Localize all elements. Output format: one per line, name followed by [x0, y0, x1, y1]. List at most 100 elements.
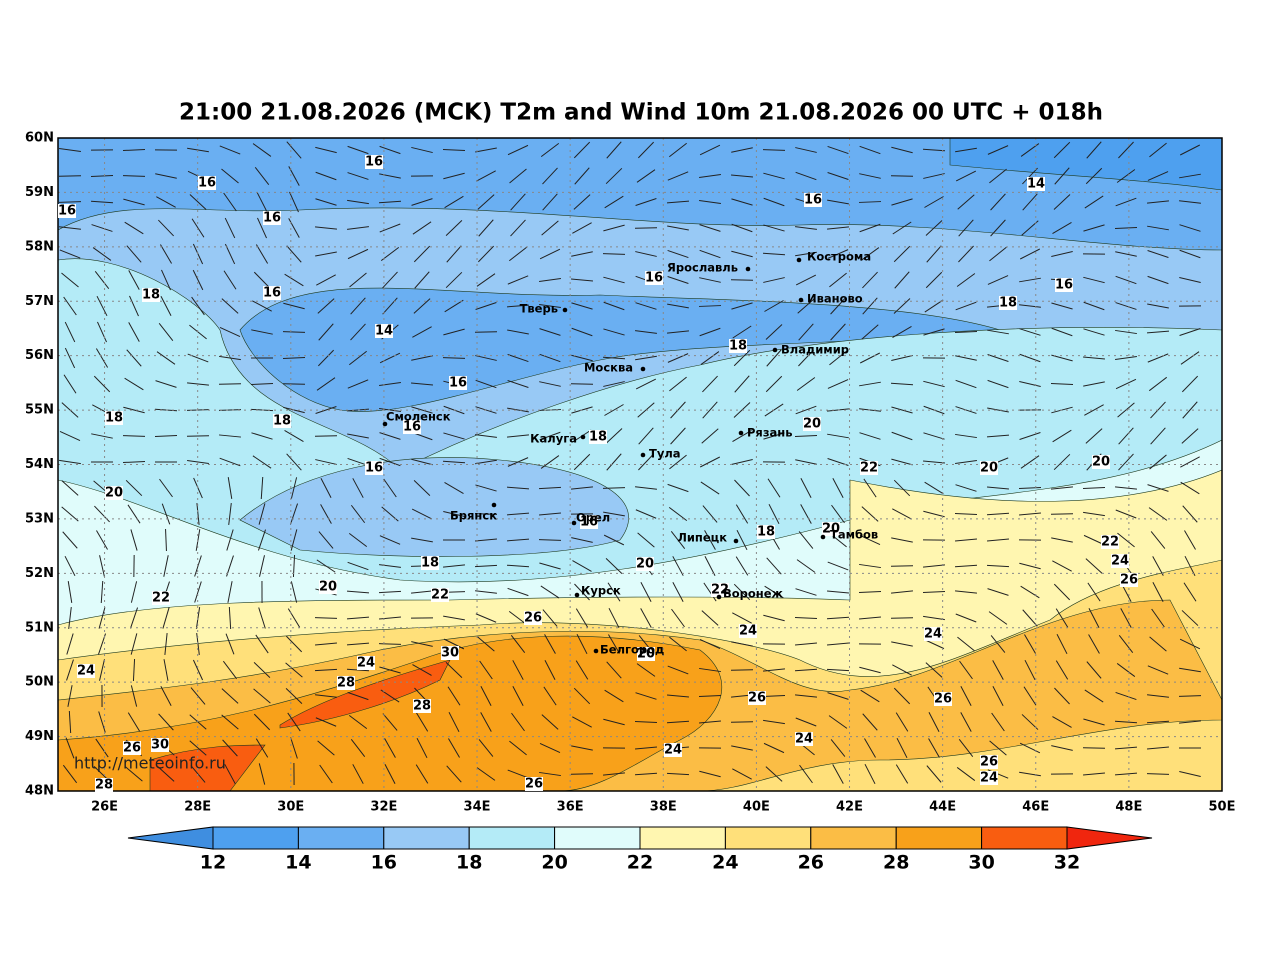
wind-barb — [1147, 484, 1169, 492]
wind-barb — [987, 379, 1009, 389]
wind-barb — [987, 145, 1009, 155]
contour-label: 22 — [1101, 535, 1119, 550]
wind-barb — [1179, 720, 1201, 724]
contour-label-bg — [273, 414, 291, 428]
wind-barb — [1088, 634, 1100, 654]
wind-barb — [1115, 251, 1137, 257]
colorbar-label: 20 — [541, 852, 567, 874]
city-label: Кострома — [807, 250, 871, 264]
wind-barb — [1149, 636, 1167, 652]
wind-barb — [414, 271, 430, 289]
wind-barb — [411, 458, 433, 466]
wind-barb — [763, 614, 785, 622]
wind-barb — [378, 200, 402, 204]
wind-barb — [795, 251, 817, 257]
wind-barb — [290, 737, 298, 759]
wind-barb — [257, 217, 267, 239]
wind-barb — [603, 772, 625, 776]
wind-barb — [731, 250, 753, 258]
wind-barb — [986, 538, 1010, 542]
wind-barb — [59, 249, 81, 259]
wind-barb — [798, 531, 814, 549]
wind-barb — [767, 478, 781, 498]
contour-label-bg — [934, 692, 952, 706]
wind-barb — [606, 661, 622, 679]
wind-barb — [224, 243, 236, 265]
wind-barb — [606, 141, 622, 159]
colorbar-segment — [212, 826, 299, 850]
contour-label: 26 — [1120, 573, 1138, 588]
wind-barb — [1083, 276, 1105, 284]
wind-barb — [256, 191, 268, 213]
city-dot — [491, 502, 497, 508]
wind-barb — [253, 713, 271, 731]
wind-barb — [65, 737, 75, 759]
wind-barb — [987, 275, 1009, 285]
wind-barb — [699, 277, 721, 283]
contour-label-bg — [711, 583, 729, 597]
contour-label: 24 — [77, 664, 95, 679]
contour-label: 26 — [934, 692, 952, 707]
wind-barb — [829, 272, 847, 288]
contour-label-bg — [1027, 177, 1045, 191]
wind-barb — [315, 694, 337, 698]
wind-barb — [196, 503, 200, 525]
wind-barb — [1179, 277, 1201, 283]
lat-label: 58N — [25, 239, 54, 254]
wind-barb — [258, 763, 266, 785]
wind-barb — [957, 636, 975, 652]
wind-barb — [635, 355, 657, 361]
wind-barb — [287, 608, 301, 628]
city-label: Калуга — [530, 432, 577, 446]
wind-barb — [701, 610, 719, 626]
wind-barb — [987, 354, 1009, 362]
wind-barb — [1152, 556, 1164, 576]
colorbar-segment — [981, 826, 1068, 850]
wind-barb — [1181, 375, 1199, 393]
wind-barb — [253, 662, 271, 678]
wind-barb — [763, 668, 785, 672]
wind-barb — [1146, 330, 1170, 334]
wind-barb — [126, 349, 142, 367]
wind-barb — [1117, 532, 1135, 548]
wind-barb — [189, 740, 207, 756]
contour-label-bg — [580, 515, 598, 529]
wind-barb — [415, 712, 429, 732]
wind-barb — [1114, 746, 1138, 750]
wind-barb — [826, 642, 850, 646]
wind-barb — [507, 587, 529, 597]
wind-barb — [158, 713, 174, 731]
wind-barb — [346, 590, 370, 594]
wind-barb — [1115, 275, 1137, 285]
wind-barb — [666, 772, 690, 776]
wind-barb — [1149, 454, 1167, 470]
wind-barb — [289, 503, 299, 525]
wind-barb — [1053, 141, 1071, 159]
wind-barb — [1019, 562, 1041, 570]
wind-barb — [763, 719, 785, 725]
wind-barb — [1179, 328, 1201, 336]
contour-label-bg — [263, 286, 281, 300]
wind-barb — [125, 766, 143, 782]
contour-label: 16 — [365, 155, 383, 170]
wind-barb — [219, 434, 241, 438]
wind-barb — [480, 712, 492, 732]
wind-barb — [571, 537, 593, 543]
wind-barb — [511, 712, 525, 732]
wind-barb — [923, 328, 945, 336]
lon-label: 44E — [929, 800, 956, 815]
wind-barb — [800, 504, 812, 524]
contour-label: 28 — [413, 699, 431, 714]
wind-barb — [928, 711, 940, 733]
wind-barb — [826, 668, 850, 672]
wind-barb — [539, 328, 561, 336]
wind-barb — [444, 299, 464, 313]
wind-barb — [573, 687, 591, 705]
wind-barb — [923, 510, 945, 518]
wind-barb — [763, 224, 785, 232]
wind-barb — [1118, 141, 1134, 159]
wind-barb — [126, 245, 142, 263]
wind-barb — [222, 660, 238, 680]
lat-label: 57N — [25, 294, 54, 309]
lat-label: 60N — [25, 131, 54, 146]
